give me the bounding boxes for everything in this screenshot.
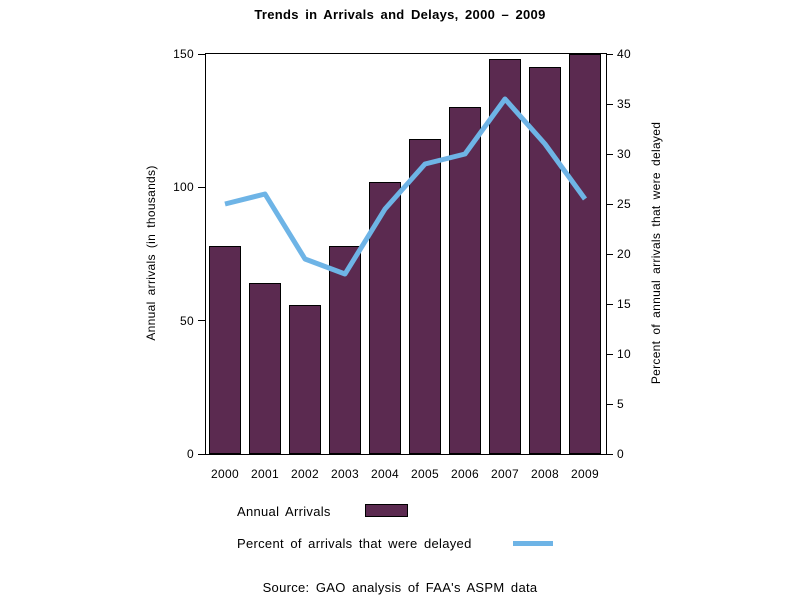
bar-2007 <box>489 59 521 454</box>
left-axis-tick <box>198 186 206 188</box>
legend-label-delays: Percent of arrivals that were delayed <box>237 536 472 551</box>
x-axis-label-2004: 2004 <box>371 467 399 481</box>
right-axis-tick-label: 35 <box>617 97 631 111</box>
left-axis-tick-label: 100 <box>173 180 194 195</box>
right-axis-tick <box>606 153 613 155</box>
right-axis-tick-label: 20 <box>617 247 631 261</box>
left-axis-tick <box>198 453 206 455</box>
x-axis-label-2000: 2000 <box>211 467 239 481</box>
chart-title: Trends in Arrivals and Delays, 2000 – 20… <box>254 7 546 22</box>
right-axis-tick <box>606 103 613 105</box>
right-axis-tick <box>606 353 613 355</box>
right-axis-tick-label: 0 <box>617 447 624 461</box>
right-axis-tick-label: 5 <box>617 397 624 411</box>
left-axis-tick-label: 50 <box>180 313 194 328</box>
delay-percent-line <box>224 96 588 277</box>
bar-2006 <box>449 107 481 454</box>
left-axis-tick-label: 0 <box>187 447 194 461</box>
right-axis-tick <box>606 403 613 405</box>
x-axis-label-2003: 2003 <box>331 467 359 481</box>
left-axis-tick <box>198 320 206 322</box>
right-axis-tick-label: 10 <box>617 347 631 361</box>
x-axis-label-2002: 2002 <box>291 467 319 481</box>
right-axis-tick <box>606 53 613 55</box>
bar-2001 <box>249 283 281 454</box>
x-axis-label-2001: 2001 <box>251 467 279 481</box>
legend-bar-swatch <box>365 504 408 517</box>
right-axis-tick-label: 30 <box>617 147 631 161</box>
x-axis-label-2006: 2006 <box>451 467 479 481</box>
source-note: Source: GAO analysis of FAA's ASPM data <box>262 580 538 595</box>
right-axis-tick-label: 25 <box>617 197 631 211</box>
bar-2002 <box>289 304 321 454</box>
bar-2003 <box>329 246 361 454</box>
x-axis-label-2007: 2007 <box>491 467 519 481</box>
right-axis-tick-label: 15 <box>617 297 631 311</box>
right-axis-tick-label: 40 <box>617 47 631 61</box>
right-axis-tick <box>606 303 613 305</box>
right-axis-tick <box>606 453 613 455</box>
bar-2005 <box>409 139 441 454</box>
legend-line-swatch <box>513 541 553 546</box>
bar-2000 <box>209 246 241 454</box>
bar-2009 <box>569 54 601 454</box>
x-axis-label-2009: 2009 <box>571 467 599 481</box>
x-axis-label-2005: 2005 <box>411 467 439 481</box>
right-axis-tick <box>606 253 613 255</box>
right-axis-tick <box>606 203 613 205</box>
legend-label-arrivals: Annual Arrivals <box>237 504 331 519</box>
left-axis-tick <box>198 53 206 55</box>
left-axis-tick-label: 150 <box>173 47 194 61</box>
plot-area: 0 50 100 150 0 5 10 15 20 25 30 35 40 2000 2001 2002 200… <box>173 47 631 481</box>
x-axis-label-2008: 2008 <box>531 467 559 481</box>
